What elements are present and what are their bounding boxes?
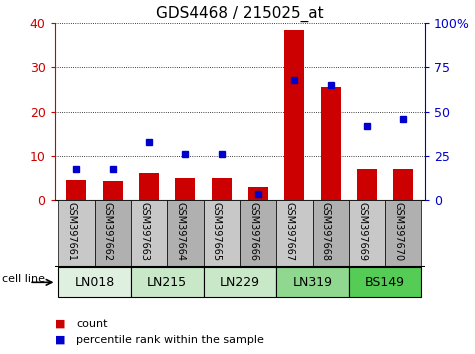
Text: GSM397668: GSM397668 xyxy=(321,202,331,261)
Text: GSM397664: GSM397664 xyxy=(175,202,185,261)
Text: GSM397666: GSM397666 xyxy=(248,202,258,261)
Bar xyxy=(357,169,377,200)
Bar xyxy=(385,200,421,267)
Text: GSM397669: GSM397669 xyxy=(357,202,367,261)
Text: GSM397663: GSM397663 xyxy=(139,202,149,261)
Bar xyxy=(349,200,385,267)
Bar xyxy=(212,178,232,200)
Bar xyxy=(139,173,159,200)
Text: LN018: LN018 xyxy=(75,276,114,289)
Text: GSM397667: GSM397667 xyxy=(285,202,294,261)
Text: percentile rank within the sample: percentile rank within the sample xyxy=(76,335,264,345)
Bar xyxy=(349,267,421,297)
Text: GSM397662: GSM397662 xyxy=(103,202,113,261)
Bar xyxy=(204,267,276,297)
Text: ■: ■ xyxy=(55,319,65,329)
Title: GDS4468 / 215025_at: GDS4468 / 215025_at xyxy=(156,5,323,22)
Bar xyxy=(175,178,195,200)
Text: GSM397670: GSM397670 xyxy=(393,202,403,261)
Text: count: count xyxy=(76,319,107,329)
Bar xyxy=(321,87,341,200)
Bar xyxy=(66,180,86,200)
Text: cell line: cell line xyxy=(2,274,46,284)
Bar xyxy=(248,187,268,200)
Bar xyxy=(393,169,413,200)
Bar xyxy=(95,200,131,267)
Bar xyxy=(58,200,95,267)
Bar xyxy=(58,267,131,297)
Bar xyxy=(131,200,167,267)
Text: ■: ■ xyxy=(55,335,65,345)
Bar xyxy=(131,267,204,297)
Bar xyxy=(276,267,349,297)
Text: BS149: BS149 xyxy=(365,276,405,289)
Text: LN319: LN319 xyxy=(293,276,332,289)
Text: GSM397661: GSM397661 xyxy=(66,202,76,261)
Bar xyxy=(167,200,204,267)
Text: LN229: LN229 xyxy=(220,276,260,289)
Bar xyxy=(204,200,240,267)
Bar xyxy=(285,30,304,200)
Bar xyxy=(313,200,349,267)
Text: LN215: LN215 xyxy=(147,276,187,289)
Bar xyxy=(240,200,276,267)
Bar xyxy=(103,181,123,200)
Bar xyxy=(276,200,313,267)
Text: GSM397665: GSM397665 xyxy=(212,202,222,261)
